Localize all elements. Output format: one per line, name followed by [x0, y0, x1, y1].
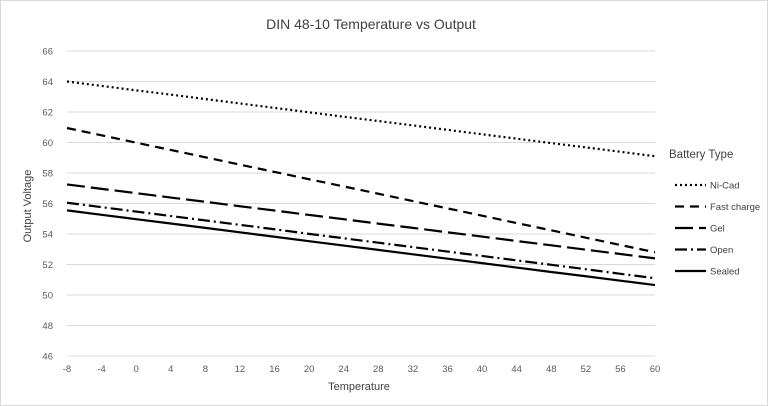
- x-tick-label: 28: [373, 364, 384, 375]
- x-tick-label: -4: [97, 364, 105, 375]
- x-tick-label: 16: [269, 364, 280, 375]
- x-tick-label: 4: [168, 364, 173, 375]
- y-axis-label: Output Voltage: [22, 170, 34, 243]
- x-tick-label: 40: [477, 364, 488, 375]
- x-tick-label: 60: [650, 364, 661, 375]
- x-tick-label: 48: [546, 364, 557, 375]
- legend-label: Sealed: [710, 267, 740, 278]
- y-tick-label: 52: [42, 260, 53, 271]
- y-tick-label: 62: [42, 108, 53, 119]
- x-tick-label: 12: [235, 364, 246, 375]
- x-tick-label: 20: [304, 364, 315, 375]
- y-tick-label: 60: [42, 138, 53, 149]
- x-tick-labels: -8 -4 0 4 8 12 16 20 24 28 32 36 40 44 48 52 56 60: [63, 364, 661, 375]
- series-line: [66, 126, 656, 254]
- series-line: [66, 209, 656, 287]
- x-axis-label: Temperature: [328, 381, 390, 393]
- legend-label: Fast charge: [710, 202, 760, 213]
- x-tick-label: 32: [408, 364, 419, 375]
- y-tick-label: 64: [42, 77, 53, 88]
- y-tick-label: 48: [42, 321, 53, 332]
- y-tick-label: 66: [42, 47, 53, 58]
- x-tick-label: 0: [134, 364, 139, 375]
- x-tick-label: -8: [63, 364, 71, 375]
- y-tick-labels: 46 48 50 52 54 56 58 60 62 64 66: [42, 47, 53, 363]
- y-tick-label: 56: [42, 199, 53, 210]
- y-tick-label: 46: [42, 352, 53, 363]
- series-line: [66, 201, 656, 280]
- y-tick-label: 58: [42, 169, 53, 180]
- x-tick-label: 36: [442, 364, 453, 375]
- chart-title: DIN 48-10 Temperature vs Output: [266, 16, 476, 32]
- x-tick-label: 44: [511, 364, 522, 375]
- legend-label: Ni-Cad: [710, 181, 740, 192]
- x-tick-label: 56: [615, 364, 626, 375]
- x-tick-label: 8: [203, 364, 208, 375]
- legend: Ni-Cad Fast charge Gel Open Sealed: [675, 181, 760, 278]
- series-lines: [66, 80, 656, 287]
- grid: [67, 50, 655, 357]
- legend-title: Battery Type: [669, 149, 733, 161]
- y-tick-label: 54: [42, 230, 53, 241]
- y-tick-label: 50: [42, 291, 53, 302]
- legend-label: Gel: [710, 224, 725, 235]
- series-line: [66, 80, 656, 158]
- x-tick-label: 24: [338, 364, 349, 375]
- x-tick-label: 52: [581, 364, 592, 375]
- series-line: [66, 183, 656, 260]
- legend-label: Open: [710, 245, 733, 256]
